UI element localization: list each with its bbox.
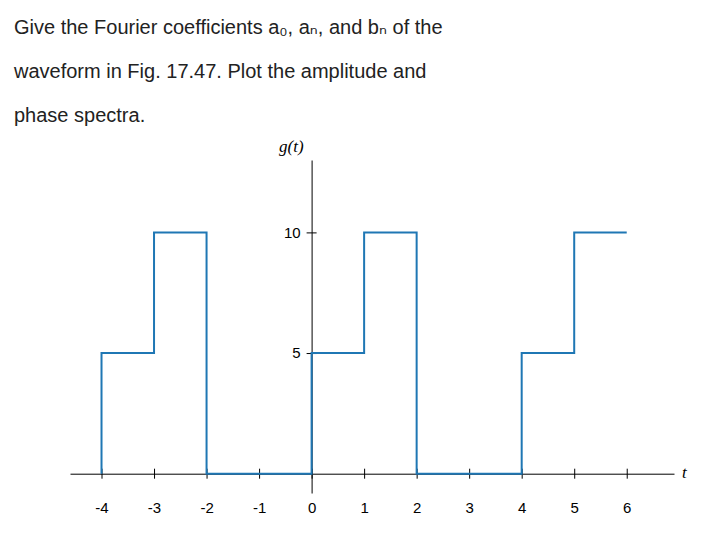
chart: Give the Fourier coefficients a₀, aₙ, an… <box>0 0 719 538</box>
marks <box>102 232 627 473</box>
x-tick: 4 <box>518 469 526 516</box>
x-tick: -4 <box>95 469 108 516</box>
x-tick-label: -3 <box>148 499 161 516</box>
waveform-line <box>102 232 627 473</box>
x-tick: -3 <box>148 469 161 516</box>
x-tick: 6 <box>623 469 631 516</box>
x-tick-mark <box>364 469 365 479</box>
y-tick: 10 <box>284 224 317 241</box>
y-axis-label: g(t) <box>279 137 304 156</box>
x-axis-label: t <box>682 463 688 482</box>
x-tick: -2 <box>200 469 213 516</box>
x-tick-label: 1 <box>360 499 368 516</box>
y-tick-label: 5 <box>292 344 300 361</box>
x-tick: 3 <box>465 469 473 516</box>
x-axis-line <box>71 474 675 475</box>
x-tick-mark <box>154 469 155 479</box>
title-line: waveform in Fig. 17.47. Plot the amplitu… <box>13 60 426 82</box>
title-line: phase spectra. <box>14 104 145 126</box>
y-tick-mark <box>307 232 317 233</box>
x-tick-mark <box>627 469 628 479</box>
y-tick-label: 10 <box>284 224 301 241</box>
x-tick-label: 6 <box>623 499 631 516</box>
title-line: Give the Fourier coefficients a₀, aₙ, an… <box>14 16 443 38</box>
title: Give the Fourier coefficients a₀, aₙ, an… <box>13 16 443 126</box>
x-tick-label: 5 <box>571 499 579 516</box>
x-tick-label: -2 <box>200 499 213 516</box>
x-tick-label: -4 <box>95 499 108 516</box>
x-tick-mark <box>574 469 575 479</box>
x-axis: -4 -3 -2 -1 0 1 2 3 4 5 6 <box>71 469 675 516</box>
x-tick: 1 <box>360 469 368 516</box>
x-tick-label: 0 <box>308 499 316 516</box>
x-tick-label: 2 <box>413 499 421 516</box>
x-tick-label: -1 <box>253 499 266 516</box>
x-tick: 5 <box>571 469 579 516</box>
x-tick: 2 <box>413 469 421 516</box>
x-tick: -1 <box>253 469 266 516</box>
x-tick-label: 3 <box>465 499 473 516</box>
x-tick-label: 4 <box>518 499 526 516</box>
